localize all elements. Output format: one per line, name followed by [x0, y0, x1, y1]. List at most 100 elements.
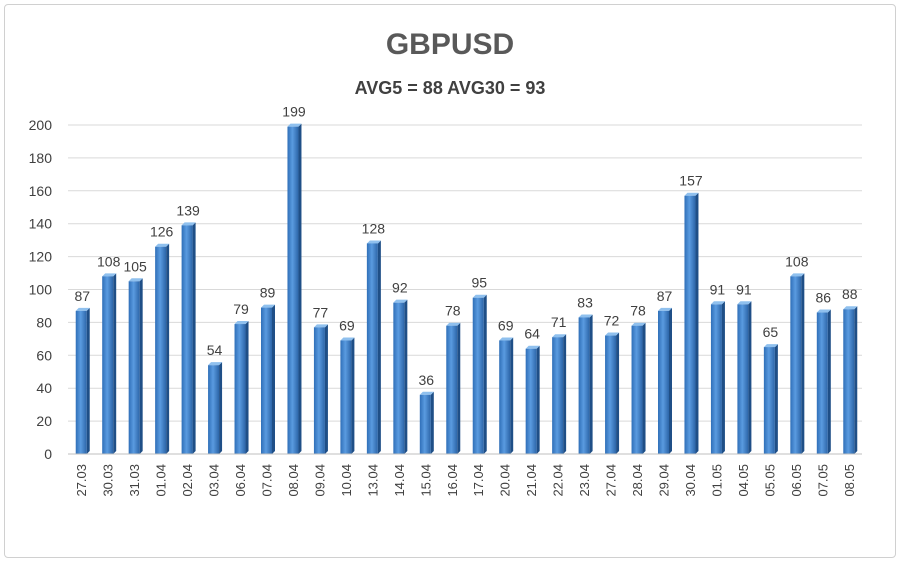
data-label: 92 — [392, 280, 408, 296]
x-tick-label: 31.03 — [127, 464, 142, 497]
y-tick-label: 20 — [36, 413, 52, 429]
bar — [499, 340, 511, 454]
data-label: 36 — [419, 372, 435, 388]
bar-top — [843, 306, 858, 310]
bar — [816, 312, 828, 454]
x-tick-label: 06.04 — [233, 464, 248, 497]
bar-side — [272, 304, 275, 454]
bar-top — [75, 307, 90, 311]
x-tick-label: 27.04 — [604, 464, 619, 497]
bar-side — [721, 301, 725, 454]
data-label: 108 — [97, 253, 121, 269]
bar — [181, 225, 193, 454]
bar-side — [324, 324, 328, 454]
bar — [684, 195, 696, 455]
y-tick-label: 140 — [29, 216, 53, 232]
bar-side — [827, 309, 831, 454]
data-label: 91 — [710, 281, 726, 297]
data-label: 126 — [150, 224, 174, 240]
bar-side — [430, 391, 434, 454]
bar-side — [298, 123, 302, 455]
x-tick-label: 14.04 — [392, 464, 407, 497]
bar-top — [578, 314, 593, 318]
data-label: 86 — [816, 290, 832, 306]
bar — [552, 337, 564, 454]
data-label: 199 — [282, 104, 306, 120]
bar-side — [563, 334, 567, 454]
data-label: 83 — [577, 294, 593, 310]
bar-side — [219, 362, 223, 454]
bar-side — [483, 294, 487, 454]
data-label: 64 — [524, 326, 540, 342]
x-tick-label: 08.05 — [842, 464, 857, 497]
bar-top — [155, 243, 170, 247]
bar-side — [113, 273, 117, 454]
bar-side — [510, 337, 514, 454]
bar-top — [287, 123, 302, 127]
bar-top — [340, 337, 355, 341]
bar-top — [313, 324, 328, 328]
bar-top — [261, 304, 275, 308]
bar-side — [748, 301, 752, 454]
bar — [155, 246, 167, 454]
bar-top — [499, 337, 514, 341]
bar — [737, 304, 749, 454]
bar-side — [86, 307, 90, 454]
bar-top — [552, 334, 567, 338]
data-label: 54 — [207, 342, 223, 358]
x-tick-label: 30.03 — [101, 464, 116, 497]
x-tick-label: 06.05 — [789, 464, 804, 497]
chart-frame — [4, 4, 896, 558]
bar — [102, 276, 114, 454]
bar-side — [616, 332, 620, 454]
x-tick-label: 13.04 — [365, 464, 380, 497]
bar — [790, 276, 802, 454]
chart-title: GBPUSD — [385, 28, 515, 61]
bar-side — [642, 322, 646, 454]
data-label: 87 — [657, 288, 673, 304]
bar — [843, 309, 855, 454]
bar — [128, 281, 140, 454]
bar — [287, 126, 299, 455]
data-label: 78 — [630, 303, 646, 319]
bar — [393, 302, 405, 454]
data-label: 87 — [74, 288, 90, 304]
y-tick-label: 40 — [36, 380, 52, 396]
x-tick-label: 29.04 — [657, 464, 672, 497]
bar-top — [763, 344, 778, 348]
bar-top — [631, 322, 646, 326]
data-label: 157 — [679, 173, 703, 189]
bar-side — [854, 306, 858, 454]
bar-top — [684, 192, 699, 196]
bar-side — [669, 307, 672, 454]
bar — [710, 304, 722, 454]
x-tick-label: 10.04 — [339, 464, 354, 497]
x-tick-label: 08.04 — [286, 464, 301, 497]
y-tick-label: 60 — [36, 347, 52, 363]
data-label: 77 — [313, 304, 329, 320]
bar-top — [208, 362, 223, 366]
x-tick-label: 04.05 — [736, 464, 751, 497]
y-tick-label: 0 — [44, 446, 52, 462]
bar — [525, 348, 537, 454]
bar — [472, 297, 484, 454]
bar-side — [695, 192, 699, 455]
bar-top — [605, 332, 620, 336]
x-tick-label: 23.04 — [577, 464, 592, 497]
bar-side — [774, 344, 778, 454]
x-tick-label: 09.04 — [312, 464, 327, 497]
x-tick-label: 01.04 — [154, 464, 169, 497]
bar — [234, 324, 246, 454]
data-label: 79 — [233, 301, 249, 317]
x-tick-label: 02.04 — [180, 464, 195, 497]
y-tick-label: 180 — [29, 150, 53, 166]
x-tick-label: 22.04 — [551, 464, 566, 497]
bar-top — [658, 307, 672, 311]
bar-side — [166, 243, 170, 454]
y-axis: 0 20 40 60 80 100 120 140 160 180 200 — [29, 117, 53, 462]
bar — [261, 307, 272, 454]
data-label: 91 — [736, 281, 752, 297]
bar-top — [102, 273, 117, 277]
bar-top — [393, 299, 408, 303]
